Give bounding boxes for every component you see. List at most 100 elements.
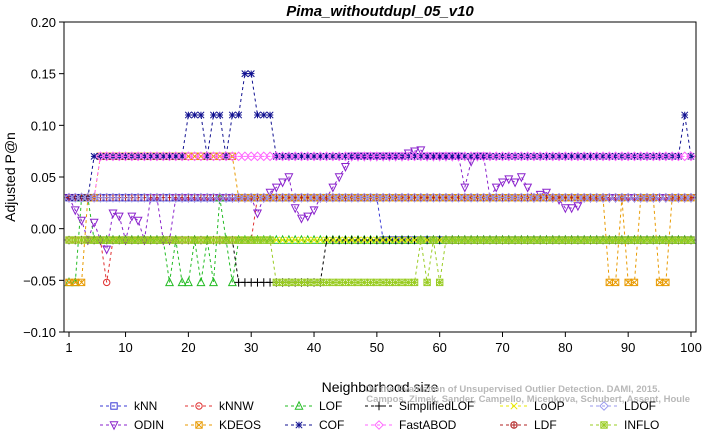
plot-frame <box>63 21 697 333</box>
legend-label: LOF <box>319 399 342 413</box>
data-point <box>442 152 450 160</box>
data-point <box>674 236 683 244</box>
data-point <box>643 236 651 244</box>
legend-label: kNN <box>134 399 157 413</box>
data-point <box>599 152 607 160</box>
data-point <box>398 236 406 244</box>
data-point <box>297 278 306 287</box>
y-tick-label: −0.10 <box>23 325 56 340</box>
data-point <box>686 192 696 203</box>
data-point <box>410 278 419 287</box>
legend-marker <box>510 421 518 429</box>
data-point <box>284 173 294 183</box>
legend-item-kdeos: KDEOS <box>185 418 261 432</box>
data-point <box>184 236 193 244</box>
data-point <box>423 152 431 160</box>
data-point <box>637 236 645 244</box>
data-point <box>197 236 205 244</box>
data-point <box>323 236 331 244</box>
data-point <box>668 236 676 244</box>
data-point <box>442 236 450 244</box>
data-point <box>228 111 236 119</box>
legend: kNN kNNW LOF SimplifiedLOF LoOP LDOF ODIN KDEOS… <box>100 399 659 432</box>
series-line <box>69 73 692 199</box>
data-point <box>77 236 86 244</box>
data-point <box>341 278 350 287</box>
data-point <box>555 236 563 244</box>
data-point <box>108 209 118 219</box>
legend-marker <box>600 421 608 429</box>
data-point <box>253 111 262 119</box>
data-point <box>90 236 98 244</box>
data-point <box>235 111 243 119</box>
data-point <box>448 236 456 244</box>
data-point <box>580 236 588 244</box>
legend-item-knnw: kNNW <box>185 399 254 413</box>
data-point <box>574 236 582 244</box>
data-point <box>373 236 381 244</box>
data-point <box>460 183 470 193</box>
legend-item-lof: LOF <box>285 399 342 413</box>
data-point <box>567 204 577 214</box>
data-point <box>178 152 186 160</box>
data-point <box>605 152 613 160</box>
x-axis-label: Neighborhood size <box>322 379 439 395</box>
data-point <box>183 277 193 287</box>
data-point <box>335 236 343 244</box>
data-point <box>593 152 601 160</box>
data-point <box>416 146 426 156</box>
data-point <box>291 152 299 160</box>
series-cof <box>65 70 695 202</box>
data-point <box>329 236 337 244</box>
legend-marker <box>599 401 609 411</box>
legend-label: KDEOS <box>219 418 261 432</box>
y-tick-label: −0.05 <box>23 273 56 288</box>
data-point <box>272 236 280 244</box>
data-point <box>580 152 588 160</box>
data-point <box>561 152 569 160</box>
data-point <box>203 236 211 244</box>
data-point <box>541 188 552 198</box>
legend-item-knn: kNN <box>100 399 157 413</box>
legend-item-simplifiedlof: SimplifiedLOF <box>365 399 474 413</box>
data-point <box>329 278 337 287</box>
legend-marker <box>374 401 384 411</box>
data-point <box>523 183 533 193</box>
data-point <box>328 183 338 193</box>
data-point <box>473 236 482 244</box>
data-point <box>423 278 431 287</box>
data-point <box>611 236 620 244</box>
data-point <box>216 111 224 119</box>
data-point <box>309 206 319 216</box>
data-point <box>630 278 639 287</box>
data-point <box>84 236 92 244</box>
data-point <box>410 147 420 157</box>
data-point <box>291 278 299 287</box>
data-point <box>128 236 136 244</box>
data-point <box>316 236 324 244</box>
data-point <box>146 236 155 244</box>
data-point <box>542 152 551 160</box>
data-point <box>511 236 519 244</box>
data-point <box>216 236 224 244</box>
legend-item-cof: COF <box>285 418 344 432</box>
data-point <box>568 152 576 160</box>
data-point <box>165 236 174 244</box>
data-point <box>222 236 230 244</box>
data-point <box>549 236 557 244</box>
data-point <box>310 152 318 160</box>
data-point <box>241 70 249 78</box>
data-point <box>329 152 337 160</box>
data-point <box>304 236 312 244</box>
data-point <box>392 236 400 244</box>
data-point <box>247 70 255 78</box>
legend-item-fastabod: FastABOD <box>365 418 457 432</box>
x-tick-label: 80 <box>558 340 572 355</box>
data-point <box>209 236 218 244</box>
data-point <box>310 236 318 244</box>
data-point <box>209 111 218 119</box>
data-point <box>290 204 300 214</box>
data-point <box>203 152 211 160</box>
x-tick-label: 30 <box>244 340 258 355</box>
data-point <box>398 278 406 287</box>
